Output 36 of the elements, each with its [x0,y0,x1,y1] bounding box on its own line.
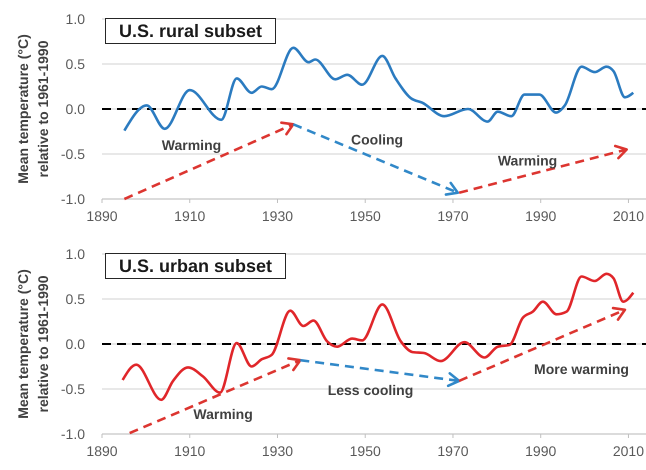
x-tick-label: 1910 [174,442,206,459]
x-tick-label: 1950 [350,208,382,224]
x-tick-label: 1990 [525,442,556,459]
annotation: Warming [162,137,222,153]
annotation: More warming [534,361,629,378]
y-tick-label: 0.5 [66,56,86,72]
y-tick-label: -0.5 [60,380,86,397]
y-axis-title: Mean temperature (°C) relative to 1961-1990 [15,34,51,184]
x-tick-label: 1910 [174,208,206,224]
annotation: Warming [498,152,558,168]
x-tick-label: 1890 [86,208,118,224]
chart-title: U.S. rural subset [105,18,276,44]
x-tick-label: 1890 [86,442,118,459]
annotation: Warming [193,406,253,422]
chart-title: U.S. urban subset [105,253,286,279]
y-tick-label: 0.0 [66,100,86,117]
x-tick-label: 1950 [350,442,382,459]
y-tick-label: 0.5 [66,290,86,307]
annotation: Less cooling [328,382,414,398]
x-tick-label: 1930 [262,442,294,459]
line-series [121,272,635,402]
y-tick-label: -0.5 [60,146,86,162]
line-series [123,46,635,132]
x-tick-label: 2010 [612,208,644,224]
x-tick-label: 1990 [525,208,556,224]
annotation: Cooling [351,132,404,148]
x-tick-label: 1930 [262,208,294,224]
x-tick-label: 1970 [437,208,469,224]
y-tick-label: 1.0 [66,246,86,262]
y-axis-title: Mean temperature (°C) relative to 1961-1990 [15,269,51,419]
y-tick-label: 0.0 [66,336,86,352]
y-tick-label: -1.0 [60,426,86,442]
y-tick-label: -1.0 [60,190,86,207]
x-tick-label: 1970 [437,442,469,459]
y-tick-label: 1.0 [66,10,86,27]
x-tick-label: 2010 [612,442,644,459]
